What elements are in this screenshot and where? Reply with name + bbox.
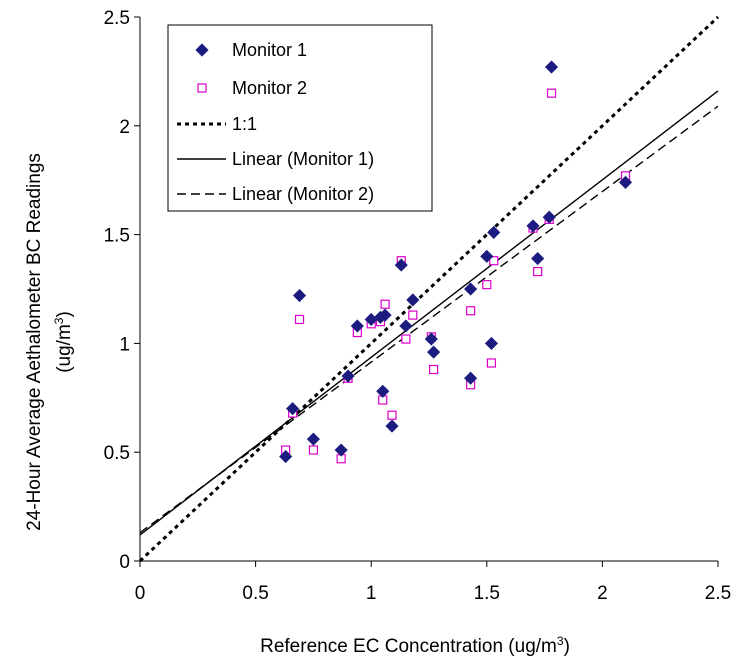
x-tick-label: 1 [366, 583, 377, 604]
y-tick-label: 2 [119, 117, 130, 138]
point-monitor-2 [387, 410, 397, 420]
y-tick-label: 1 [119, 334, 130, 355]
x-tick-label: 0 [135, 583, 146, 604]
x-tick-label: 2.5 [705, 583, 731, 604]
legend-item: Monitor 1 [195, 40, 307, 60]
point-monitor-1 [427, 345, 441, 359]
point-monitor-2 [533, 266, 543, 277]
y-tick-label: 2.5 [104, 8, 130, 29]
x-tick-label: 2 [597, 583, 608, 604]
point-monitor-1 [334, 443, 348, 457]
point-monitor-1 [406, 293, 420, 307]
point-monitor-2 [401, 334, 411, 344]
point-monitor-1 [292, 288, 307, 303]
x-axis-label: Reference EC Concentration (ug/m3) [260, 634, 570, 657]
legend-item: Linear (Monitor 2) [177, 184, 374, 204]
legend-label: Monitor 1 [232, 40, 307, 60]
y-axis-label-line2: (ug/m3) [52, 311, 75, 373]
legend-label: 1:1 [232, 114, 257, 134]
point-monitor-2 [489, 256, 499, 266]
point-monitor-1 [286, 402, 300, 416]
point-monitor-2 [294, 314, 305, 325]
y-tick-label: 0.5 [104, 443, 130, 464]
point-monitor-1 [480, 249, 494, 263]
point-monitor-1 [484, 336, 498, 350]
point-monitor-1 [544, 60, 559, 74]
point-monitor-1 [385, 419, 399, 433]
legend-symbol-monitor-1 [195, 43, 209, 57]
point-monitor-1 [350, 319, 364, 333]
point-monitor-2 [486, 358, 497, 368]
point-monitor-1 [487, 225, 501, 239]
point-monitor-2 [429, 364, 439, 375]
point-monitor-1 [531, 251, 545, 266]
point-monitor-1 [526, 219, 540, 233]
legend-label: Linear (Monitor 1) [232, 149, 374, 169]
tick-labels: 0 0.5 1 1.5 2 2.5 0 0.5 1 1.5 2 2.5 [104, 8, 732, 604]
point-monitor-1 [424, 332, 438, 346]
x-tick-label: 1.5 [474, 583, 500, 604]
legend-item: Monitor 2 [197, 78, 307, 98]
point-monitor-1 [341, 369, 355, 383]
axes [134, 16, 719, 567]
legend: Monitor 1 Monitor 2 1:1 Linear (Monitor 1) L… [167, 24, 433, 212]
trend-line-linear-monitor-2 [139, 105, 719, 534]
y-axis-label-line1-group: 24-Hour Average Aethalometer BC Readings [24, 153, 45, 531]
data-points [279, 60, 633, 464]
point-monitor-2 [482, 280, 492, 290]
legend-item: 1:1 [177, 114, 257, 134]
point-monitor-2 [380, 299, 390, 309]
x-tick-label: 0.5 [242, 583, 268, 604]
y-axis-label-line2-group: (ug/m3) [52, 311, 75, 373]
y-tick-label: 0 [119, 552, 130, 573]
point-monitor-1 [279, 449, 293, 464]
legend-label: Linear (Monitor 2) [232, 184, 374, 204]
point-monitor-2 [308, 445, 318, 455]
legend-symbol-monitor-2 [197, 83, 207, 93]
point-monitor-1 [618, 175, 633, 189]
y-axis-label-line1: 24-Hour Average Aethalometer BC Readings [24, 153, 45, 531]
point-monitor-1 [378, 308, 392, 322]
legend-label: Monitor 2 [232, 78, 307, 98]
y-tick-label: 1.5 [104, 226, 130, 247]
point-monitor-2 [546, 88, 557, 98]
point-monitor-2 [466, 306, 476, 316]
point-monitor-1 [306, 432, 320, 446]
trend-lines [138, 15, 720, 563]
point-monitor-2 [408, 310, 418, 320]
legend-box [167, 24, 433, 212]
point-monitor-1 [394, 258, 408, 272]
legend-item: Linear (Monitor 1) [177, 149, 374, 169]
point-monitor-1 [376, 384, 390, 398]
point-monitor-1 [542, 210, 556, 224]
point-monitor-1 [464, 282, 478, 296]
point-monitor-1 [464, 371, 478, 385]
point-monitor-1 [399, 319, 413, 333]
